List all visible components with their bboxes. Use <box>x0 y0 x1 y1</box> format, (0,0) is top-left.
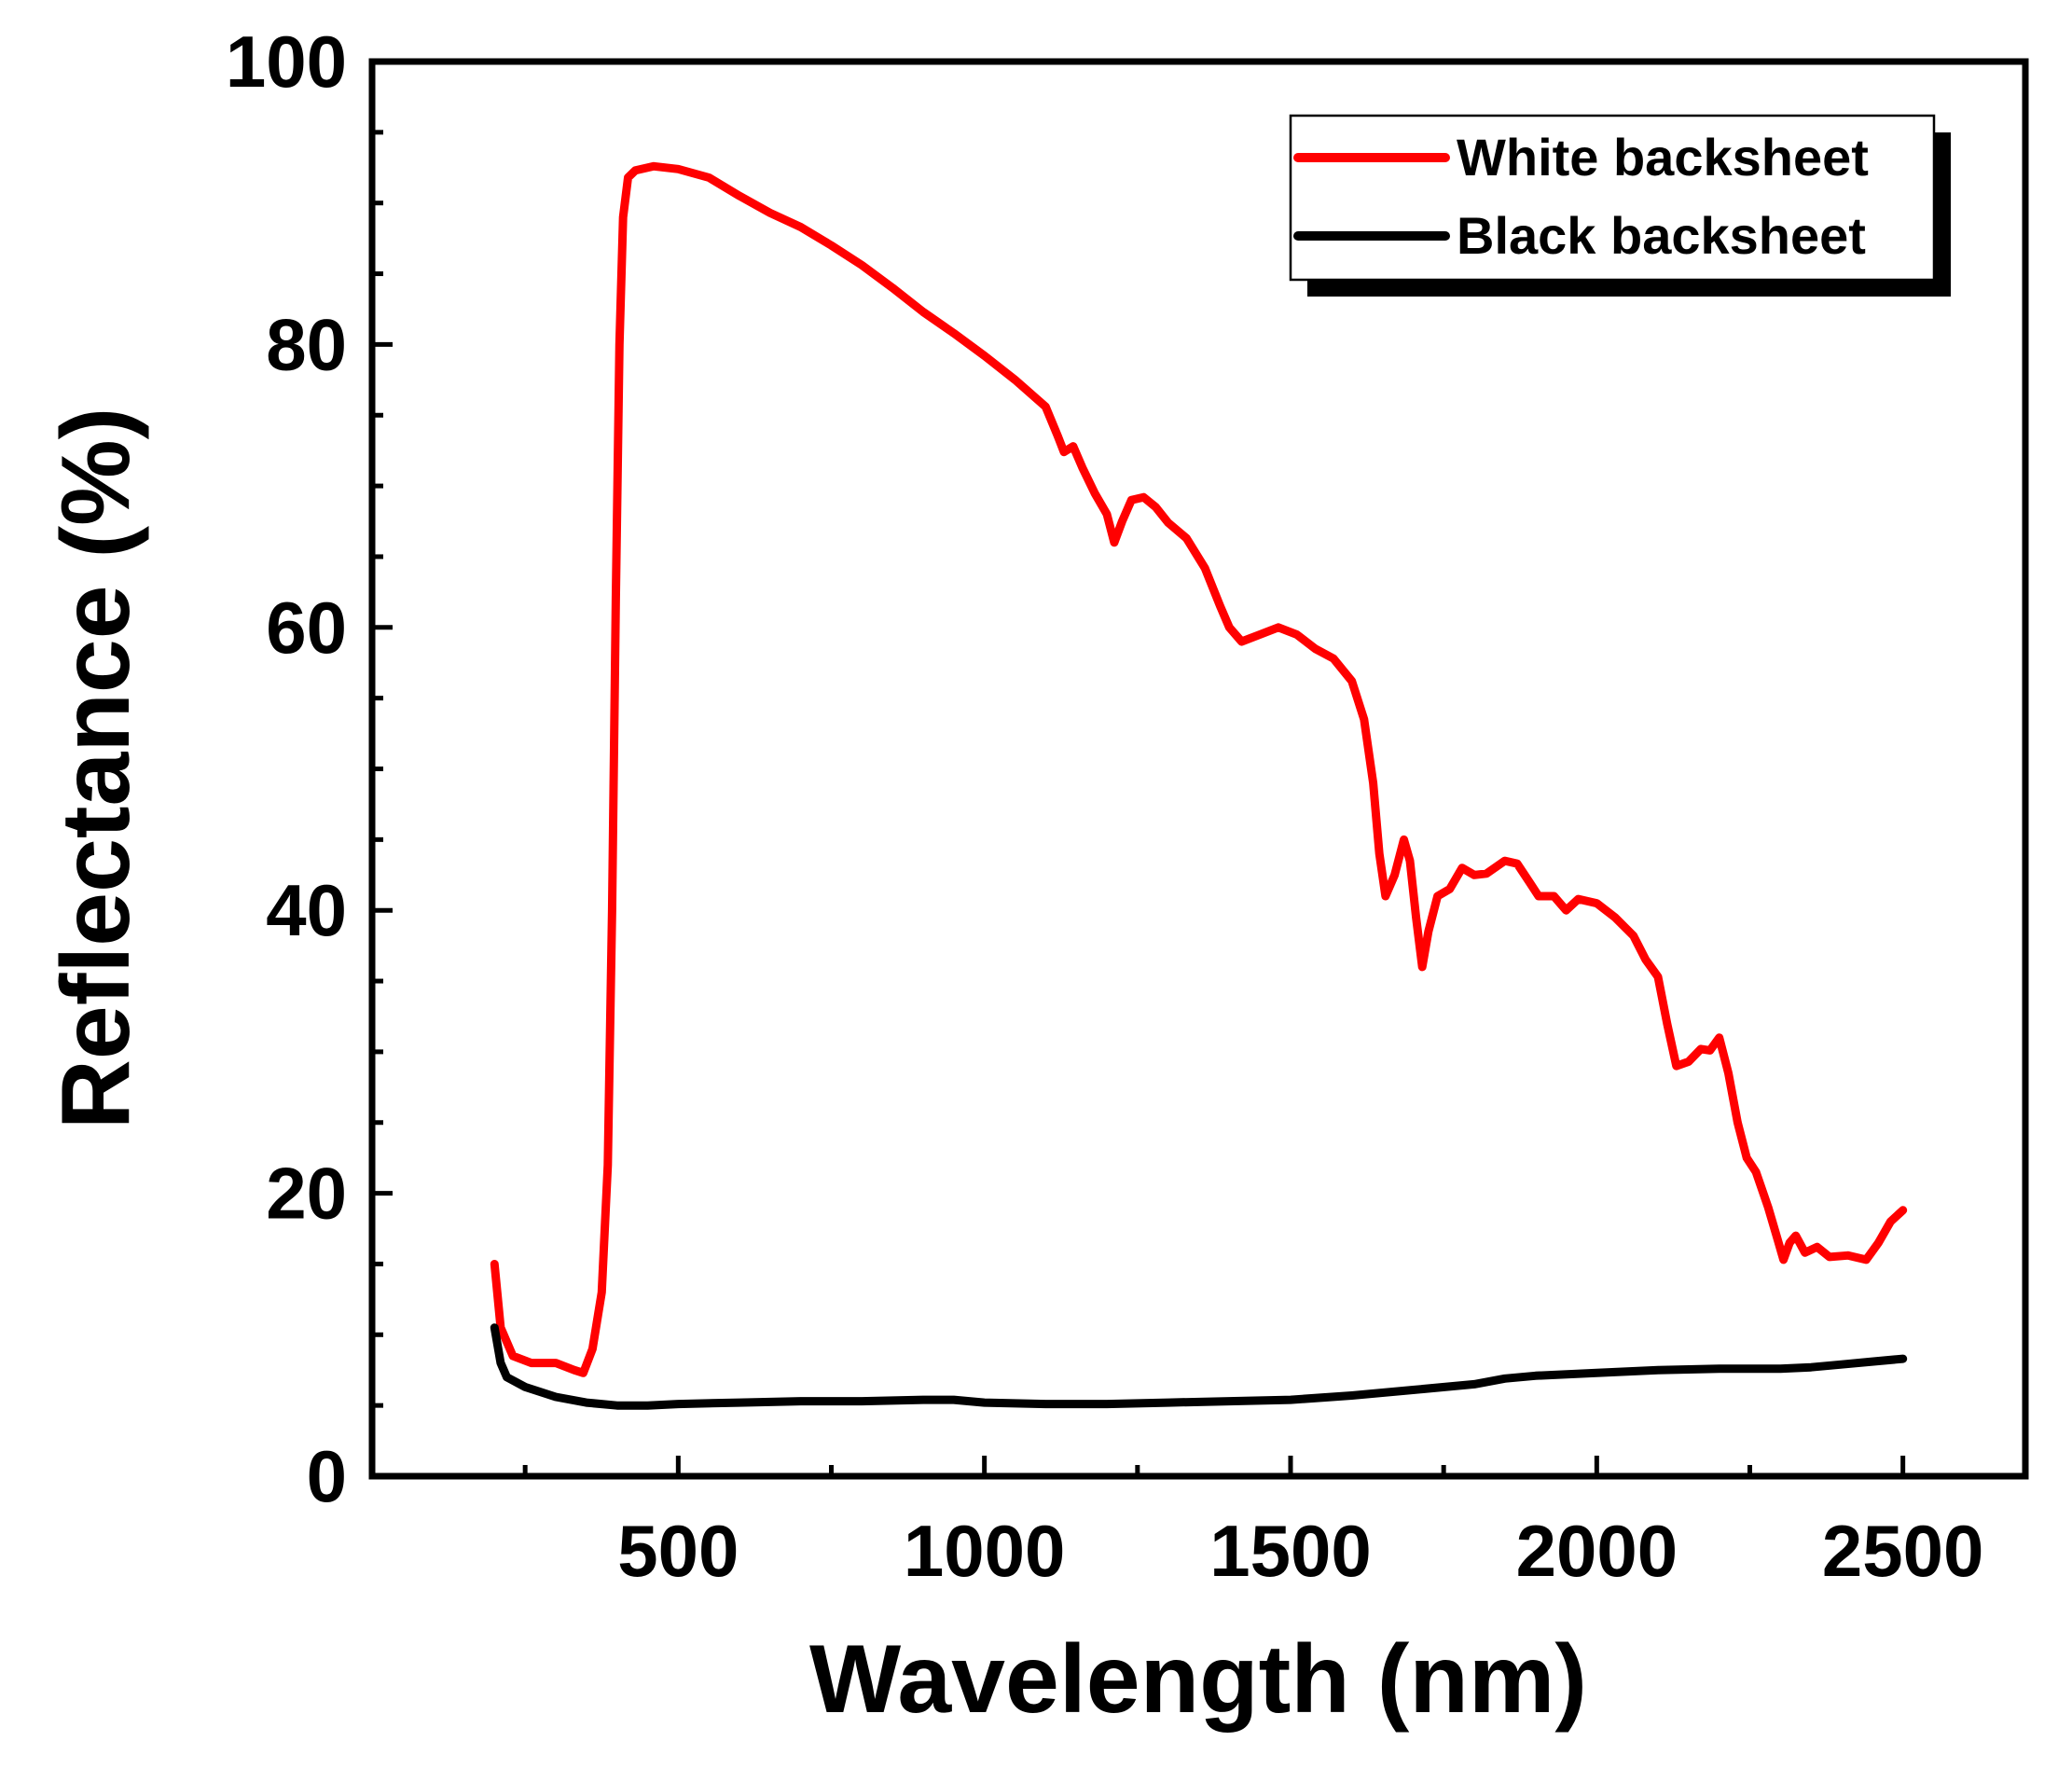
y-tick-label-20: 20 <box>266 1153 347 1235</box>
legend-label-black-backsheet: Black backsheet <box>1457 206 1866 265</box>
series-line-black-backsheet <box>490 1323 1908 1410</box>
x-tick-label-2000: 2000 <box>1516 1510 1678 1592</box>
x-tick-label-2500: 2500 <box>1822 1510 1984 1592</box>
data-curves <box>490 161 1908 1410</box>
legend-label-white-backsheet: White backsheet <box>1457 128 1869 187</box>
y-tick-label-40: 40 <box>266 869 347 951</box>
x-tick-label-1000: 1000 <box>904 1510 1066 1592</box>
x-axis-title: Wavelength (nm) <box>809 1625 1587 1734</box>
y-tick-label-100: 100 <box>226 21 347 103</box>
axis-ticks <box>372 59 1906 1479</box>
series-line-white-backsheet <box>490 161 1908 1377</box>
axis-tick-labels: 500 1000 1500 2000 2500 0 20 40 60 80 100 <box>226 21 1984 1592</box>
x-tick-label-500: 500 <box>617 1510 739 1592</box>
legend: White backsheet Black backsheet <box>1289 114 1951 297</box>
x-tick-label-1500: 1500 <box>1209 1510 1372 1592</box>
y-tick-label-0: 0 <box>307 1435 347 1517</box>
y-axis-title: Reflectance (%) <box>42 408 150 1129</box>
legend-box <box>1289 114 1936 282</box>
y-tick-label-60: 60 <box>266 587 347 669</box>
y-tick-label-80: 80 <box>266 303 347 385</box>
